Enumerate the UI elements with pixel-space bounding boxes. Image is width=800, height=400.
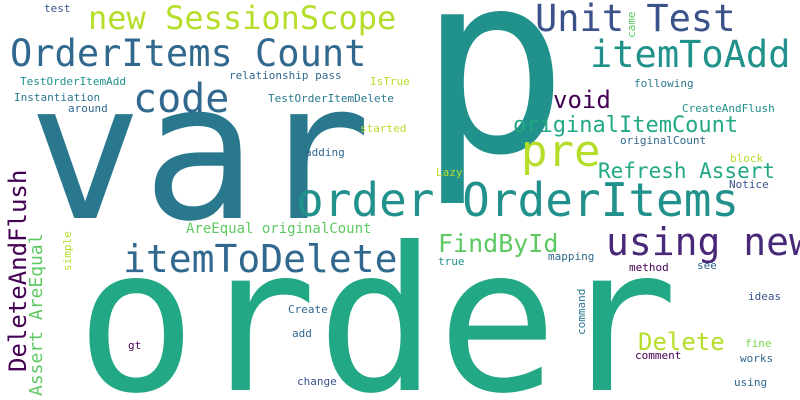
word-assert-areequal: Assert AreEqual (26, 233, 47, 396)
word-mapping: mapping (548, 250, 595, 263)
word-create: Create (288, 303, 328, 316)
word-relationship-pass: relationship pass (229, 69, 342, 82)
word-createandflush: CreateAndFlush (682, 102, 775, 115)
word-unit-test: Unit Test (535, 0, 736, 40)
word-areequal-originalcount: AreEqual originalCount (186, 221, 372, 237)
word-using: using (734, 376, 768, 389)
word-comment: comment (635, 349, 682, 362)
word-method: method (629, 261, 669, 274)
word-instantiation: Instantiation (14, 91, 101, 104)
word-originalitemcount: originalItemCount (513, 113, 739, 138)
word-gt: gt (128, 339, 142, 352)
word-code: code (133, 76, 230, 122)
word-delete: Delete (638, 328, 725, 356)
word-new-sessionscope: new SessionScope (88, 0, 397, 37)
word-order-orderitems: order OrderItems (296, 173, 740, 227)
word-refresh-assert: Refresh Assert (598, 159, 776, 183)
word-p: p (418, 0, 569, 210)
word-using-new: using new (606, 220, 800, 264)
word-findbyid: FindById (438, 229, 559, 258)
word-change: change (297, 375, 337, 388)
word-works: works (740, 352, 774, 365)
word-void: void (553, 86, 611, 114)
word-add: add (292, 327, 312, 340)
word-true: true (438, 255, 465, 268)
word-istrue: IsTrue (370, 75, 410, 88)
word-block: block (730, 152, 764, 165)
word-itemtoadd: itemToAdd (590, 33, 791, 76)
word-started: started (360, 122, 407, 135)
word-var: var (28, 42, 372, 263)
word-see: see (697, 259, 717, 272)
word-simple: simple (61, 231, 74, 271)
word-fine: fine (745, 337, 772, 350)
word-lazy: Lazy (436, 166, 463, 179)
word-ideas: ideas (748, 290, 782, 303)
word-order: order (76, 205, 679, 400)
word-following: following (634, 77, 694, 90)
word-originalcount: originalCount (620, 134, 707, 147)
word-test: test (44, 2, 71, 15)
word-pre: pre (521, 126, 601, 177)
word-adding: adding (305, 146, 345, 159)
word-came: came (625, 11, 638, 39)
word-testorderitemadd: TestOrderItemAdd (20, 75, 126, 88)
word-testorderitemdelete: TestOrderItemDelete (268, 92, 394, 105)
word-around: around (68, 102, 108, 115)
word-notice: Notice (729, 178, 769, 191)
word-itemtodelete: itemToDelete (123, 237, 398, 281)
word-command: command (575, 288, 588, 335)
word-orderitems-count: OrderItems Count (10, 32, 367, 75)
